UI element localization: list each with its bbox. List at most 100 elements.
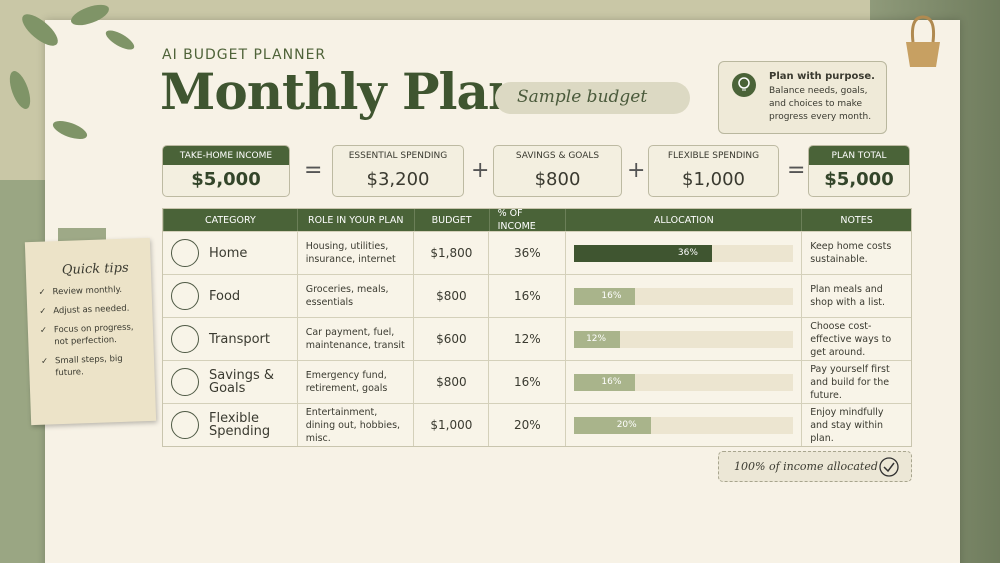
binder-clip [906,15,940,67]
page-title: Monthly Plan [160,62,524,121]
tip-item: Small steps, big future. [41,352,147,380]
allocation-track: 36% [574,244,794,262]
allocation-cell: 20% [565,404,801,446]
budget-table: CATEGORY ROLE IN YOUR PLAN BUDGET% OF INCO… [162,208,912,447]
allocation-label: 36% [677,247,698,258]
allocation-bar: 36% [574,244,712,262]
summary-value: $1,000 [682,169,745,190]
tag: Sample budget [495,82,690,114]
footer-badge: 100% of income allocated [718,451,912,482]
purpose-title: Plan with purpose. [769,71,875,82]
budget-cell: $800 [413,275,488,317]
table-row: Home Housing, utilities, insurance, inter… [163,231,911,274]
percent-cell: 20% [488,404,565,446]
note-cell: Pay yourself first and build for the fut… [801,361,911,403]
allocation-cell: 16% [565,361,801,403]
summary-value: $800 [534,169,581,190]
tip-item: Focus on progress, not perfection. [40,321,146,349]
category-cell: Home [163,232,297,274]
check-icon [879,457,899,477]
category-name: Transport [209,331,271,347]
leaves [9,4,135,140]
allocation-track: 20% [574,416,794,434]
allocation-track: 16% [574,373,794,391]
bulb-icon [732,73,756,97]
summary-box: SAVINGS & GOALS $800 [493,145,622,197]
percent-cell: 36% [488,232,565,274]
allocation-label: 16% [601,376,622,387]
allocation-bar: 20% [574,416,651,434]
category-cell: Transport [163,318,297,360]
column-header: ALLOCATION [565,209,801,231]
summary-box: ESSENTIAL SPENDING $3,200 [332,145,464,197]
summary-label: FLEXIBLE SPENDING [667,151,760,161]
operator: = [304,158,323,183]
note-cell: Keep home costs sustainable. [801,232,911,274]
note-cell: Enjoy mindfully and stay within plan. [801,404,911,446]
allocation-track: 16% [574,287,794,305]
tips-note: Quick tips Review monthly. Adjust as neede… [24,237,157,426]
percent-cell: 12% [488,318,565,360]
category-name: Flexible Spending [209,411,271,439]
summary-box: TAKE-HOME INCOME $5,000 [162,145,290,197]
column-header: % OF INCOME [488,208,566,232]
category-icon [171,282,199,310]
operator: + [627,158,646,183]
allocation-label: 12% [586,333,607,344]
category-icon [171,411,199,439]
table-row: Transport Car payment, fuel, maintenance,… [163,317,911,360]
operator: + [471,158,490,183]
table-row: Food Groceries, meals, essentials $800 16% 1… [163,274,911,317]
operator: = [787,158,806,183]
purpose-text: Balance needs, goals, and choices to mak… [769,86,872,122]
budget-cell: $600 [413,318,488,360]
eyebrow: AI BUDGET PLANNER [162,47,327,63]
column-header: NOTES [801,209,911,231]
summary-box: FLEXIBLE SPENDING $1,000 [648,145,779,197]
allocation-label: 16% [601,290,622,301]
role-cell: Groceries, meals, essentials [296,275,414,317]
allocation-cell: 12% [565,318,801,360]
category-icon [171,368,199,396]
note-cell: Choose cost-effective ways to get around… [801,318,911,360]
summary-value: $5,000 [824,169,894,190]
allocation-bar: 12% [574,330,621,348]
note-cell: Plan meals and shop with a list. [801,275,911,317]
summary-value: $3,200 [366,169,430,190]
purpose-card: Plan with purpose. Balance needs, goals,… [718,61,887,134]
allocation-cell: 16% [565,275,801,317]
role-cell: Entertainment, dining out, hobbies, misc… [296,404,414,446]
summary-value: $5,000 [191,169,261,190]
role-cell: Emergency fund, retirement, goals [296,361,414,403]
table-row: Savings & Goals Emergency fund, retiremen… [163,360,911,403]
tip-item: Adjust as needed. [39,302,144,318]
column-header: CATEGORY [163,209,297,231]
category-icon [171,239,199,267]
summary-label: SAVINGS & GOALS [515,151,600,161]
percent-cell: 16% [488,275,565,317]
category-cell: Flexible Spending [163,404,297,446]
summary-box: PLAN TOTAL $5,000 [808,145,910,197]
category-name: Food [209,288,241,304]
tip-item: Review monthly. [38,283,143,299]
allocation-bar: 16% [574,287,636,305]
column-header: ROLE IN YOUR PLAN [296,209,414,231]
percent-cell: 16% [488,361,565,403]
column-header: BUDGET [413,209,489,231]
category-cell: Savings & Goals [163,361,297,403]
category-name: Savings & Goals [209,368,275,396]
allocation-cell: 36% [565,232,801,274]
budget-cell: $1,800 [413,232,488,274]
allocation-track: 12% [574,330,794,348]
category-icon [171,325,199,353]
budget-cell: $1,000 [413,404,488,446]
category-name: Home [209,245,248,261]
summary-label: TAKE-HOME INCOME [163,146,289,165]
budget-cell: $800 [413,361,488,403]
summary-label: PLAN TOTAL [809,146,909,165]
category-cell: Food [163,275,297,317]
role-cell: Car payment, fuel, maintenance, transit [296,318,414,360]
allocation-bar: 16% [574,373,636,391]
footer-text: 100% of income allocated [734,460,878,473]
